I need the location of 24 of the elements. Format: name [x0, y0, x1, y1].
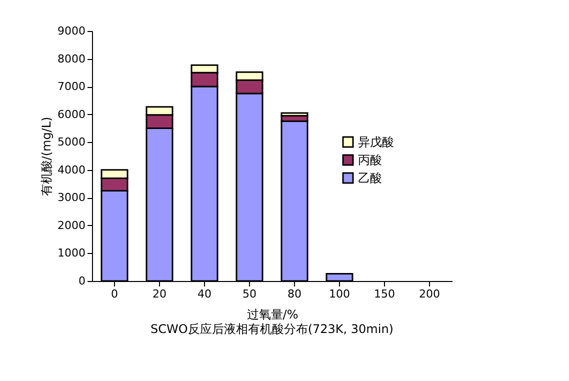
y-tick-label: 3000	[58, 191, 86, 204]
x-tick-label: 200	[419, 288, 440, 300]
x-tick-label: 20	[152, 288, 166, 300]
y-tick-label: 2000	[58, 218, 86, 232]
y-tick-label: 9000	[58, 24, 86, 38]
x-tick-label: 150	[374, 288, 395, 300]
x-tick-label: 0	[111, 288, 118, 300]
y-tick-label: 8000	[58, 52, 86, 66]
y-axis-title: 有机酸/(mg/L)	[40, 116, 54, 196]
y-tick-label: 4000	[58, 163, 86, 176]
x-tick-label: 50	[242, 288, 256, 300]
x-tick-label: 100	[329, 288, 350, 300]
legend-label: 丙酸	[358, 153, 382, 167]
legend-label: 乙酸	[358, 171, 382, 185]
y-tick-label: 7000	[58, 80, 86, 94]
x-tick-label: 80	[288, 288, 302, 300]
x-axis-title: 过氧量/%	[246, 308, 298, 322]
y-tick-label: 5000	[58, 136, 86, 149]
y-tick-label: 0	[78, 274, 86, 288]
legend-label: 异戊酸	[358, 135, 394, 149]
y-tick-label: 1000	[58, 246, 86, 260]
x-tick-label: 40	[198, 288, 212, 300]
y-tick-label: 6000	[58, 108, 86, 121]
text: SCWO反应后液相有机酸分布(723K, 30min)	[150, 322, 394, 336]
